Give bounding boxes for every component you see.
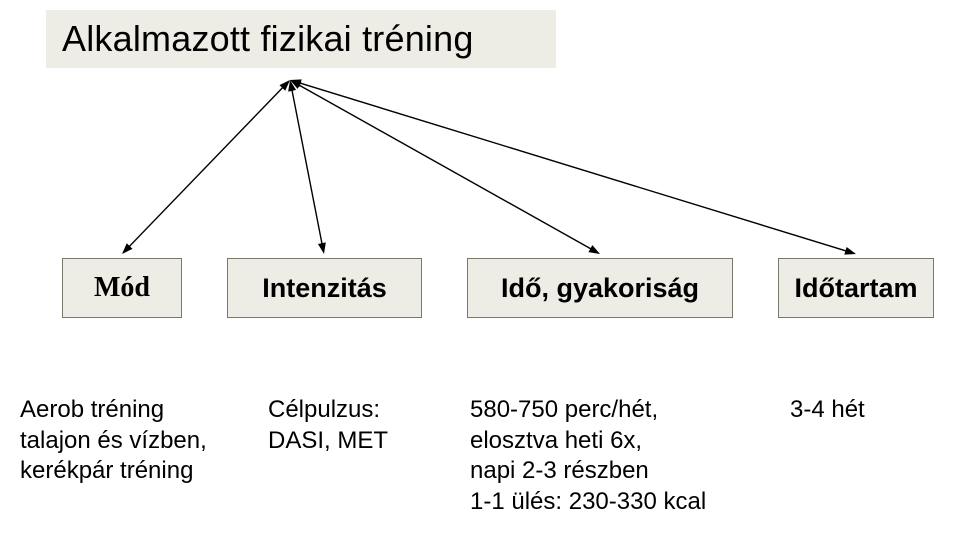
category-label-ido-gyakorisag: Idő, gyakoriság <box>501 274 699 302</box>
category-box-intenzitas: Intenzitás <box>227 258 422 318</box>
category-label-intenzitas: Intenzitás <box>262 274 387 302</box>
details-int-line: Célpulzus: <box>268 395 468 426</box>
details-ido-line: napi 2-3 részben <box>470 456 760 487</box>
details-ido: 580-750 perc/hét, elosztva heti 6x, napi… <box>470 395 760 518</box>
details-idotartam: 3-4 hét <box>790 395 930 426</box>
details-mod-line: Aerob tréning <box>20 395 240 426</box>
details-ido-line: 580-750 perc/hét, <box>470 395 760 426</box>
category-label-mod: Mód <box>94 273 150 302</box>
details-mod-line: talajon és vízben, <box>20 426 240 457</box>
details-ido-line: elosztva heti 6x, <box>470 426 760 457</box>
category-box-idotartam: Időtartam <box>778 258 934 318</box>
details-mod: Aerob tréning talajon és vízben, kerékpá… <box>20 395 240 487</box>
details-tartam-line: 3-4 hét <box>790 395 930 426</box>
category-box-mod: Mód <box>62 258 182 318</box>
title-box: Alkalmazott fizikai tréning <box>46 10 556 68</box>
page-title: Alkalmazott fizikai tréning <box>62 18 474 60</box>
details-int-line: DASI, MET <box>268 426 468 457</box>
details-ido-line: 1-1 ülés: 230-330 kcal <box>470 487 760 518</box>
category-label-idotartam: Időtartam <box>794 274 917 302</box>
details-intenzitas: Célpulzus: DASI, MET <box>268 395 468 456</box>
category-box-ido-gyakorisag: Idő, gyakoriság <box>467 258 733 318</box>
details-mod-line: kerékpár tréning <box>20 456 240 487</box>
